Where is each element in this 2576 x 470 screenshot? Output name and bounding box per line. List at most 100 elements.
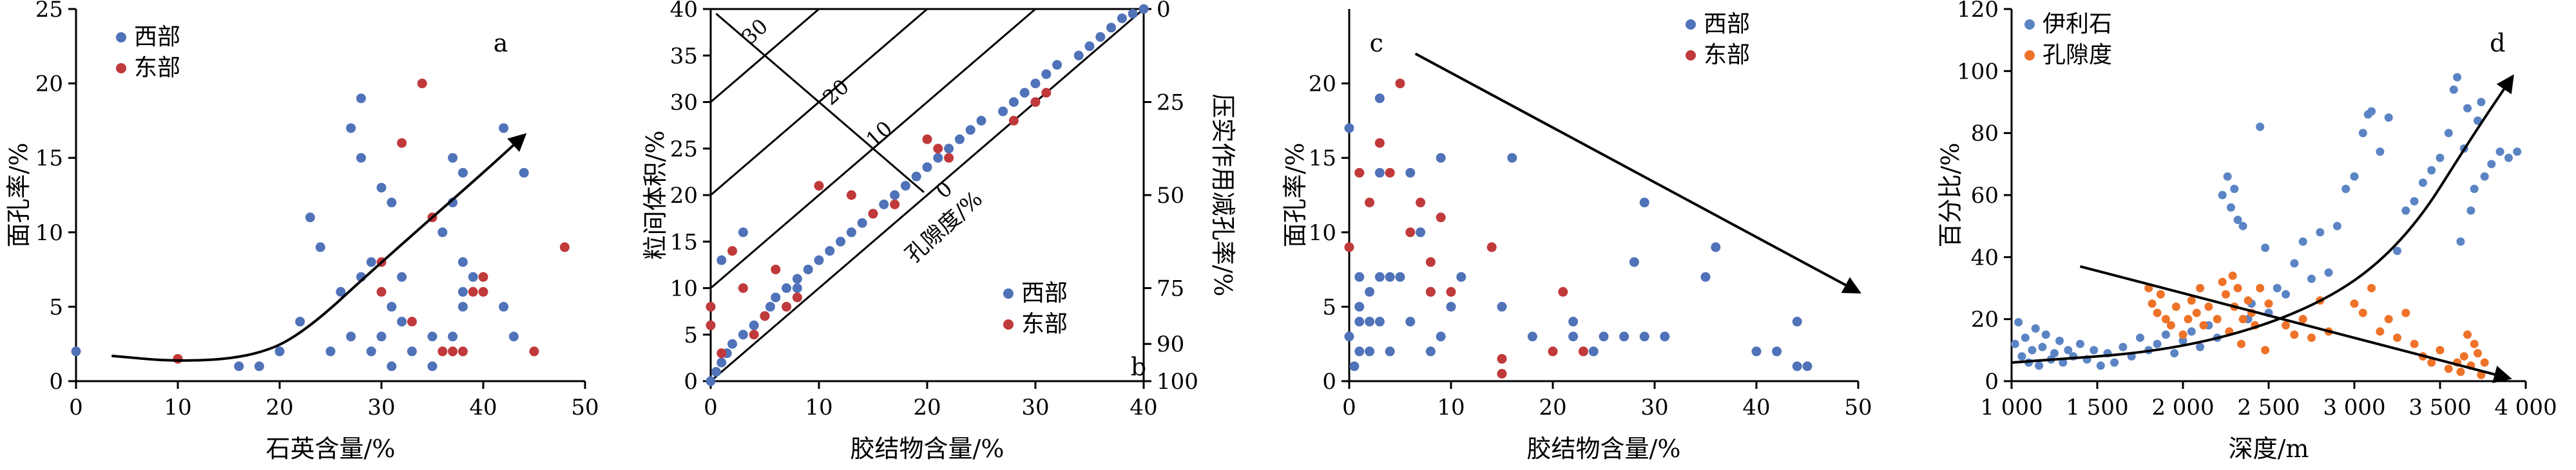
series-东部 bbox=[173, 79, 570, 364]
y-tick-label: 5 bbox=[49, 294, 63, 320]
data-point bbox=[1507, 153, 1517, 163]
y-tick-label: 10 bbox=[35, 220, 63, 246]
y-tick-label: 15 bbox=[35, 146, 63, 171]
data-point bbox=[2401, 206, 2410, 215]
data-point bbox=[305, 212, 315, 223]
data-point bbox=[2401, 308, 2410, 317]
data-point bbox=[2010, 339, 2019, 348]
y-tick-label: 40 bbox=[1971, 245, 1999, 270]
data-point bbox=[478, 287, 488, 297]
data-point bbox=[2187, 327, 2196, 336]
y-tick-label: 25 bbox=[670, 136, 698, 162]
x-tick-label: 30 bbox=[1640, 395, 1668, 420]
data-point bbox=[2228, 271, 2237, 280]
x-tick-label: 3 500 bbox=[2408, 395, 2471, 420]
data-point bbox=[2513, 147, 2522, 156]
data-point bbox=[1374, 317, 1385, 327]
y-tick-label: 0 bbox=[684, 369, 698, 395]
data-point bbox=[2495, 147, 2504, 156]
data-point bbox=[1497, 353, 1507, 364]
data-point bbox=[2456, 237, 2465, 246]
data-point bbox=[2282, 321, 2291, 330]
data-point bbox=[1425, 346, 1436, 357]
data-point bbox=[1041, 69, 1052, 79]
data-point bbox=[1139, 4, 1149, 14]
data-point bbox=[2393, 334, 2401, 343]
data-point bbox=[1436, 332, 1446, 342]
data-point bbox=[1084, 41, 1095, 52]
data-point bbox=[346, 123, 356, 133]
y-tick-label: 10 bbox=[670, 276, 698, 302]
data-point bbox=[2238, 221, 2247, 230]
data-point bbox=[2470, 184, 2479, 193]
data-point bbox=[933, 144, 943, 154]
data-point bbox=[1700, 272, 1711, 282]
data-point bbox=[944, 144, 954, 154]
data-point bbox=[2041, 330, 2050, 339]
data-point bbox=[2136, 334, 2144, 343]
y-tick-label: 10 bbox=[1309, 220, 1336, 246]
data-point bbox=[2298, 237, 2307, 246]
data-point bbox=[448, 332, 458, 342]
data-point bbox=[1629, 257, 1639, 267]
data-point bbox=[295, 317, 305, 327]
series-伊利石 bbox=[2010, 73, 2522, 370]
data-point bbox=[1019, 88, 1030, 98]
data-point bbox=[2204, 302, 2213, 311]
data-point bbox=[738, 283, 748, 293]
x-tick-label: 1 500 bbox=[2066, 395, 2128, 420]
legend-label: 东部 bbox=[1021, 311, 1068, 337]
x-tick-label: 0 bbox=[704, 395, 718, 420]
data-point bbox=[1385, 167, 1395, 178]
data-point bbox=[1486, 242, 1497, 252]
data-point bbox=[890, 199, 900, 209]
y-tick-label: 100 bbox=[1957, 59, 1999, 84]
y-tick-label: 20 bbox=[35, 71, 63, 97]
y-tick-label: 0 bbox=[49, 369, 63, 395]
y-axis-label: 面孔率/% bbox=[5, 143, 33, 248]
data-point bbox=[738, 227, 748, 238]
data-point bbox=[1395, 79, 1405, 89]
data-point bbox=[814, 255, 824, 265]
data-point bbox=[2050, 349, 2059, 358]
data-point bbox=[1106, 23, 1117, 33]
x-axis-label: 胶结物含量/% bbox=[851, 435, 1004, 463]
data-point bbox=[2244, 296, 2253, 305]
data-point bbox=[2178, 330, 2187, 339]
data-point bbox=[2367, 107, 2376, 116]
data-point bbox=[1349, 361, 1360, 371]
x-tick-label: 0 bbox=[1342, 395, 1356, 420]
x-tick-label: 30 bbox=[1021, 395, 1049, 420]
data-point bbox=[499, 123, 509, 133]
data-point bbox=[2233, 284, 2242, 292]
data-point bbox=[2307, 274, 2316, 283]
data-point bbox=[2456, 368, 2465, 377]
data-point bbox=[1416, 198, 1426, 208]
data-point bbox=[954, 134, 965, 144]
x-tick-label: 3 000 bbox=[2323, 395, 2385, 420]
data-point bbox=[457, 167, 468, 178]
data-point bbox=[2307, 334, 2316, 343]
legend-marker bbox=[2024, 50, 2035, 61]
series-西部 bbox=[706, 4, 1149, 386]
data-point bbox=[2223, 172, 2232, 181]
x-tick-label: 40 bbox=[1742, 395, 1770, 420]
data-point bbox=[792, 283, 802, 293]
data-point bbox=[2213, 315, 2222, 324]
y-axis-label: 面孔率/% bbox=[1281, 143, 1309, 248]
data-point bbox=[782, 301, 792, 312]
data-point bbox=[1385, 346, 1395, 357]
data-point bbox=[2480, 358, 2489, 367]
data-point bbox=[2090, 346, 2099, 355]
legend-marker bbox=[1686, 19, 1696, 30]
porosity-line-label: 30 bbox=[736, 14, 773, 49]
legend-label: 西部 bbox=[1021, 280, 1068, 306]
data-point bbox=[376, 182, 387, 193]
data-point bbox=[1425, 287, 1436, 297]
x-tick-label: 2 000 bbox=[2151, 395, 2214, 420]
data-point bbox=[376, 332, 387, 342]
data-point bbox=[387, 301, 397, 312]
legend-label: 伊利石 bbox=[2043, 11, 2112, 37]
